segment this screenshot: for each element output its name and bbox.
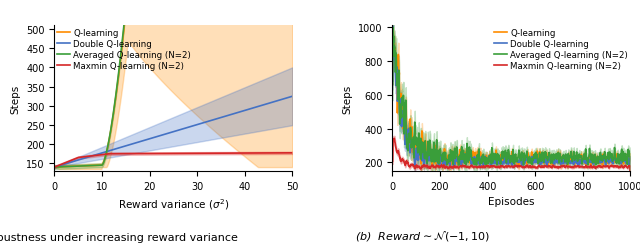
Averaged Q-learning (N=2) [579,158,586,161]
Maxmin Q-learning (N=2) [390,138,398,140]
Maxmin Q-learning (N=2) [191,152,199,155]
Q-learning [627,170,634,173]
Legend: Q-learning, Double Q-learning, Averaged Q-learning (N=2), Maxmin Q-learning (N=2: Q-learning, Double Q-learning, Averaged … [493,29,628,71]
Maxmin Q-learning (N=2) [413,166,421,169]
Maxmin Q-learning (N=2) [251,152,259,155]
Line: Q-learning: Q-learning [392,30,630,172]
Double Q-learning [289,95,296,98]
Averaged Q-learning (N=2) [575,155,582,158]
Double Q-learning [552,159,560,162]
Averaged Q-learning (N=2) [627,170,634,173]
Averaged Q-learning (N=2) [51,166,58,169]
Maxmin Q-learning (N=2) [192,152,200,155]
Y-axis label: Steps: Steps [10,84,20,113]
Q-learning [485,156,493,159]
Maxmin Q-learning (N=2) [196,152,204,155]
Q-learning [51,166,59,169]
Line: Double Q-learning: Double Q-learning [392,27,630,170]
Double Q-learning [388,80,396,83]
Double Q-learning [266,102,274,105]
Line: Maxmin Q-learning (N=2): Maxmin Q-learning (N=2) [392,139,630,178]
Q-learning [552,158,560,160]
Line: Averaged Q-learning (N=2): Averaged Q-learning (N=2) [392,28,630,172]
Maxmin Q-learning (N=2) [627,177,634,180]
Double Q-learning [196,123,204,126]
Averaged Q-learning (N=2) [493,152,501,156]
Q-learning [388,71,396,74]
Text: (b)  $Reward \sim \mathcal{N}(-1, 10)$: (b) $Reward \sim \mathcal{N}(-1, 10)$ [355,228,490,242]
Line: Averaged Q-learning (N=2): Averaged Q-learning (N=2) [54,0,292,168]
Double Q-learning [389,26,397,29]
Maxmin Q-learning (N=2) [493,166,501,169]
Maxmin Q-learning (N=2) [266,152,274,155]
Q-learning [389,29,397,32]
Averaged Q-learning (N=2) [485,158,493,161]
Double Q-learning [51,166,59,169]
Maxmin Q-learning (N=2) [575,165,582,168]
X-axis label: Episodes: Episodes [488,196,534,206]
Q-learning [579,159,586,162]
Text: (a)  Robustness under increasing reward variance: (a) Robustness under increasing reward v… [0,232,238,242]
Double Q-learning [627,168,634,172]
Maxmin Q-learning (N=2) [388,160,396,163]
Averaged Q-learning (N=2) [552,153,560,156]
Double Q-learning [493,159,501,162]
Maxmin Q-learning (N=2) [51,166,58,169]
Averaged Q-learning (N=2) [413,137,421,140]
Line: Q-learning: Q-learning [54,0,292,168]
Double Q-learning [579,160,586,164]
Averaged Q-learning (N=2) [51,166,59,169]
Double Q-learning [191,124,199,127]
Maxmin Q-learning (N=2) [579,166,586,168]
Legend: Q-learning, Double Q-learning, Averaged Q-learning (N=2), Maxmin Q-learning (N=2: Q-learning, Double Q-learning, Averaged … [57,29,191,71]
Y-axis label: Steps: Steps [342,84,353,113]
Q-learning [413,151,421,154]
Averaged Q-learning (N=2) [388,84,396,86]
Double Q-learning [251,106,259,110]
Maxmin Q-learning (N=2) [552,166,560,169]
Double Q-learning [51,166,58,169]
Averaged Q-learning (N=2) [389,27,397,30]
Double Q-learning [413,154,421,157]
Line: Maxmin Q-learning (N=2): Maxmin Q-learning (N=2) [54,153,292,168]
Line: Double Q-learning: Double Q-learning [54,97,292,168]
Q-learning [51,166,58,169]
Maxmin Q-learning (N=2) [289,152,296,155]
Q-learning [575,160,582,164]
Double Q-learning [192,124,200,127]
X-axis label: Reward variance ($\sigma^2$): Reward variance ($\sigma^2$) [118,196,229,211]
Double Q-learning [485,157,493,160]
Q-learning [493,159,501,162]
Maxmin Q-learning (N=2) [485,165,493,168]
Double Q-learning [575,163,582,166]
Maxmin Q-learning (N=2) [51,166,59,168]
